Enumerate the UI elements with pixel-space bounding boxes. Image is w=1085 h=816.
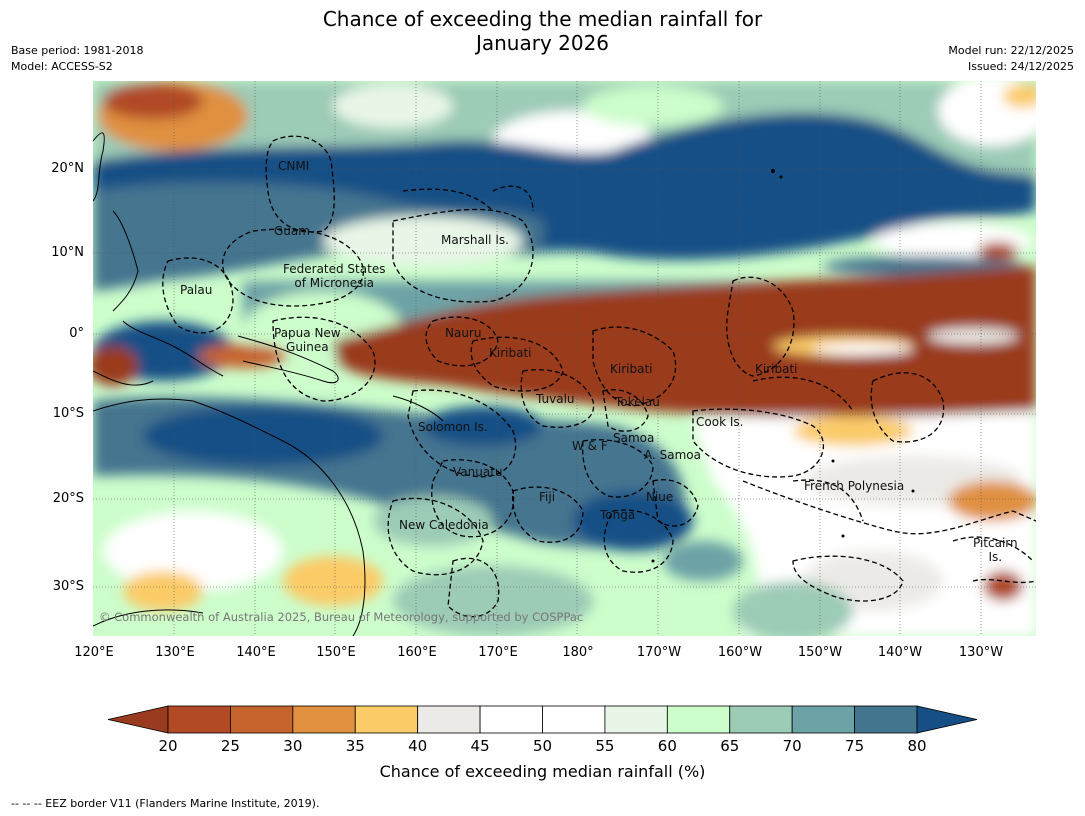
region-fiji: Fiji bbox=[539, 490, 556, 504]
lat-label-10n: 10°N bbox=[51, 245, 84, 260]
lon-label-150e: 150°E bbox=[316, 645, 356, 660]
region-kiribati-west: Kiribati bbox=[489, 346, 532, 360]
region-fsm-line2: of Micronesia bbox=[294, 276, 375, 290]
colorbar-bin bbox=[354, 705, 419, 734]
region-cnmi: CNMI bbox=[278, 159, 310, 173]
region-marshall: Marshall Is. bbox=[441, 233, 509, 247]
region-nauru: Nauru bbox=[445, 326, 482, 340]
colorbar-bin bbox=[542, 705, 606, 734]
region-tonga: Tonga bbox=[600, 508, 636, 522]
colorbar-tick-label: 35 bbox=[345, 737, 365, 755]
coastlines bbox=[93, 132, 444, 636]
lat-label-10s: 10°S bbox=[52, 406, 84, 421]
colorbar-bin bbox=[167, 705, 231, 734]
colorbar-tick-label: 25 bbox=[220, 737, 240, 755]
lon-label-170e: 170°E bbox=[478, 645, 518, 660]
colorbar-tick-label: 55 bbox=[595, 737, 615, 755]
lon-label-150w: 150°W bbox=[797, 645, 843, 660]
colorbar-bin bbox=[230, 705, 294, 734]
lon-label-170w: 170°W bbox=[636, 645, 682, 660]
islands bbox=[651, 169, 915, 563]
colorbar-title: Chance of exceeding median rainfall (%) bbox=[379, 762, 706, 781]
region-wallis-futuna: W & F bbox=[572, 439, 608, 453]
map-canvas bbox=[93, 81, 1036, 636]
colorbar-tick-label: 80 bbox=[907, 737, 927, 755]
base-period: Base period: 1981-2018 bbox=[11, 44, 144, 57]
title-line-2: January 2026 bbox=[475, 31, 610, 55]
region-pitcairn-line2: Is. bbox=[988, 550, 1003, 564]
region-tokelau: Tokelau bbox=[615, 395, 660, 409]
colorbar-tick-label: 65 bbox=[720, 737, 740, 755]
colorbar-extend-high bbox=[916, 705, 978, 734]
copyright-notice: © Commonwealth of Australia 2025, Bureau… bbox=[99, 610, 584, 624]
region-kiribati-central: Kiribati bbox=[610, 362, 653, 376]
issued-date: Issued: 24/12/2025 bbox=[967, 60, 1074, 73]
lon-label-180: 180° bbox=[562, 645, 594, 660]
colorbar-bin bbox=[604, 705, 668, 734]
map-title: Chance of exceeding the median rainfall … bbox=[0, 7, 1085, 55]
region-fsm: Federated States of Micronesia bbox=[283, 262, 385, 290]
colorbar-tick-label: 40 bbox=[408, 737, 428, 755]
colorbar-extend-low bbox=[107, 705, 169, 734]
region-png-line1: Papua New bbox=[274, 326, 341, 340]
lat-label-20s: 20°S bbox=[52, 491, 84, 506]
colorbar-bin bbox=[292, 705, 356, 734]
model-name: Model: ACCESS-S2 bbox=[11, 60, 113, 73]
colorbar-bin bbox=[666, 705, 731, 734]
region-american-samoa: A. Samoa bbox=[644, 448, 701, 462]
region-samoa: Samoa bbox=[613, 431, 655, 445]
colorbar-bin bbox=[729, 705, 793, 734]
region-png: Papua New Guinea bbox=[274, 326, 341, 354]
graticule bbox=[93, 81, 1036, 636]
colorbar-tick-label: 70 bbox=[782, 737, 802, 755]
colorbar-tick-label: 30 bbox=[283, 737, 303, 755]
eez-borders bbox=[162, 135, 1036, 618]
region-guam: Guam bbox=[274, 224, 310, 238]
region-vanuatu: Vanuatu bbox=[453, 465, 503, 479]
colorbar-tick-label: 20 bbox=[158, 737, 178, 755]
lat-label-20n: 20°N bbox=[51, 161, 84, 176]
rainfall-map: CNMI Guam Marshall Is. Federated States … bbox=[93, 81, 1036, 636]
region-new-caledonia: New Caledonia bbox=[399, 518, 489, 532]
colorbar-tick-label: 45 bbox=[470, 737, 490, 755]
colorbar bbox=[107, 705, 978, 734]
lon-label-160e: 160°E bbox=[397, 645, 437, 660]
title-line-1: Chance of exceeding the median rainfall … bbox=[322, 7, 763, 31]
lon-label-140e: 140°E bbox=[236, 645, 276, 660]
lat-label-30s: 30°S bbox=[52, 579, 84, 594]
lon-label-120e: 120°E bbox=[74, 645, 114, 660]
colorbar-bin bbox=[417, 705, 481, 734]
region-niue: Niue bbox=[646, 490, 674, 504]
colorbar-bin bbox=[854, 705, 918, 734]
colorbar-tick-label: 75 bbox=[845, 737, 865, 755]
region-kiribati-east: Kiribati bbox=[755, 362, 798, 376]
colorbar-bin bbox=[479, 705, 543, 734]
model-run: Model run: 22/12/2025 bbox=[948, 44, 1074, 57]
lon-label-130e: 130°E bbox=[155, 645, 195, 660]
region-pitcairn-line1: Pitcairn bbox=[973, 536, 1018, 550]
lon-label-130w: 130°W bbox=[958, 645, 1004, 660]
region-png-line2: Guinea bbox=[286, 340, 329, 354]
meta-right: Model run: 22/12/2025 Issued: 24/12/2025 bbox=[948, 43, 1074, 75]
lon-label-160w: 160°W bbox=[717, 645, 763, 660]
colorbar-bin bbox=[791, 705, 855, 734]
region-solomon: Solomon Is. bbox=[418, 420, 488, 434]
region-palau: Palau bbox=[180, 283, 213, 297]
region-pitcairn: Pitcairn Is. bbox=[973, 536, 1018, 564]
footer-note: -- -- -- EEZ border V11 (Flanders Marine… bbox=[11, 797, 320, 810]
region-cook: Cook Is. bbox=[696, 415, 744, 429]
region-french-polynesia: French Polynesia bbox=[804, 479, 905, 493]
region-fsm-line1: Federated States bbox=[283, 262, 386, 276]
colorbar-tick-label: 60 bbox=[657, 737, 677, 755]
meta-left: Base period: 1981-2018 Model: ACCESS-S2 bbox=[11, 43, 143, 75]
lat-label-equator: 0° bbox=[69, 326, 84, 341]
region-tuvalu: Tuvalu bbox=[536, 392, 575, 406]
lon-label-140w: 140°W bbox=[877, 645, 923, 660]
colorbar-tick-label: 50 bbox=[532, 737, 553, 755]
